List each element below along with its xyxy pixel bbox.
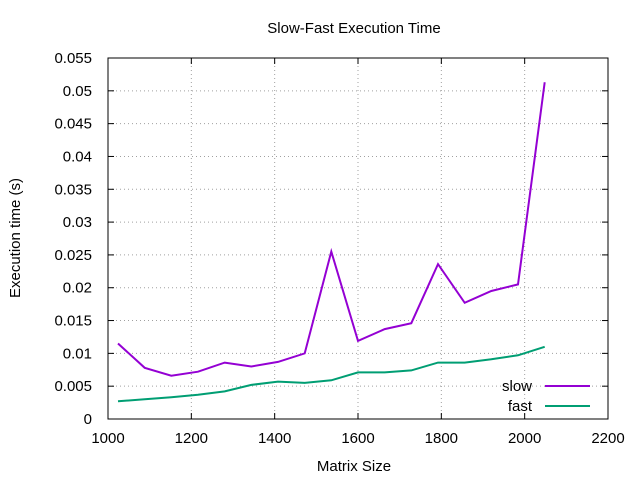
y-tick-label: 0.04 (63, 148, 92, 165)
y-tick-label: 0.015 (54, 313, 92, 330)
legend: slow fast (502, 378, 590, 415)
y-tick-label: 0.05 (63, 83, 92, 100)
y-tick-label: 0.02 (63, 280, 92, 297)
series-line-slow (117, 82, 546, 377)
legend-label-slow: slow (502, 378, 532, 395)
y-tick-label: 0 (84, 411, 92, 428)
x-tick-label: 1800 (425, 430, 458, 447)
grid (108, 58, 608, 419)
x-tick-label: 1600 (341, 430, 374, 447)
y-tick-label: 0.055 (54, 50, 92, 67)
series-lines (117, 82, 546, 403)
x-axis-label: Matrix Size (317, 458, 391, 475)
y-tick-label: 0.005 (54, 378, 92, 395)
x-tick-label: 1400 (258, 430, 291, 447)
y-axis-label: Execution time (s) (7, 178, 24, 298)
chart-title: Slow-Fast Execution Time (267, 20, 440, 37)
y-tick-label: 0.035 (54, 181, 92, 198)
y-tick-label: 0.025 (54, 247, 92, 264)
x-tick-label: 1200 (175, 430, 208, 447)
x-tick-label: 2000 (508, 430, 541, 447)
ticks (107, 57, 609, 420)
legend-label-fast: fast (508, 398, 533, 415)
tick-labels: 1000 1200 1400 1600 1800 2000 2200 0 0.005 0.01 0.… (54, 50, 624, 447)
y-tick-label: 0.03 (63, 214, 92, 231)
y-tick-label: 0.01 (63, 345, 92, 362)
series-line-fast (117, 345, 546, 403)
y-tick-label: 0.045 (54, 116, 92, 133)
x-tick-label: 2200 (591, 430, 624, 447)
x-tick-label: 1000 (91, 430, 124, 447)
